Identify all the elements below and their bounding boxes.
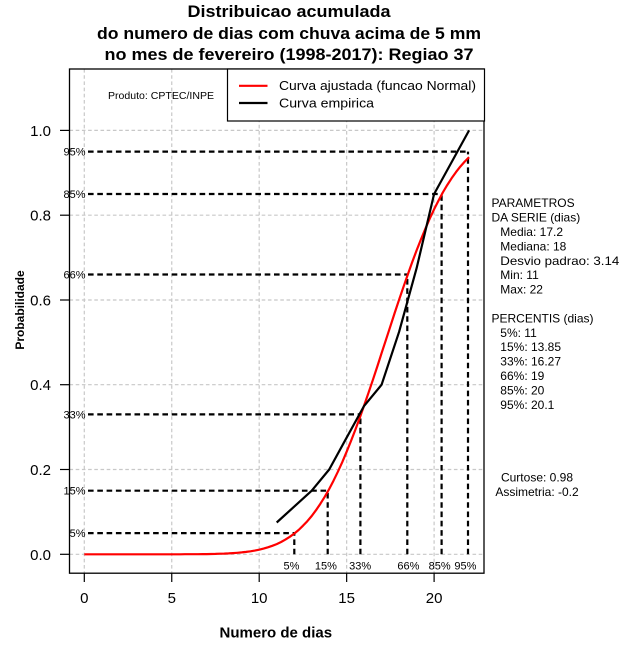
svg-text:66%: 66% [63,270,85,282]
svg-text:0.0: 0.0 [30,547,51,564]
svg-text:5%: 5% [284,561,300,573]
svg-text:20: 20 [426,590,443,607]
svg-text:Curtose: 0.98: Curtose: 0.98 [501,471,573,485]
svg-text:85%: 20: 85%: 20 [500,383,544,397]
svg-text:PERCENTIS (dias): PERCENTIS (dias) [492,311,594,325]
svg-text:Desvio padrao: 3.14: Desvio padrao: 3.14 [500,254,619,268]
svg-text:33%: 33% [349,561,371,573]
svg-text:PARAMETROS: PARAMETROS [492,196,575,210]
svg-text:1.0: 1.0 [30,123,51,140]
svg-text:5%: 11: 5%: 11 [500,326,537,340]
svg-text:Produto: CPTEC/INPE: Produto: CPTEC/INPE [108,90,214,102]
svg-text:95%: 95% [63,147,85,159]
svg-text:no mes de fevereiro (1998-2017: no mes de fevereiro (1998-2017): Regiao … [105,45,474,64]
svg-text:Numero de dias: Numero de dias [220,625,333,642]
svg-text:Assimetria: -0.2: Assimetria: -0.2 [495,485,579,499]
svg-text:0.2: 0.2 [30,462,51,479]
svg-text:10: 10 [251,590,268,607]
svg-text:33%: 16.27: 33%: 16.27 [500,355,561,369]
svg-text:15%: 13.85: 15%: 13.85 [500,340,561,354]
svg-text:15%: 15% [63,486,85,498]
svg-text:Probabilidade: Probabilidade [13,270,27,350]
svg-text:Mediana: 18: Mediana: 18 [500,239,566,253]
svg-text:0.6: 0.6 [30,293,51,310]
svg-text:15: 15 [338,590,355,607]
svg-text:Min: 11: Min: 11 [500,268,539,282]
svg-text:Max: 22: Max: 22 [500,283,543,297]
svg-text:15%: 15% [315,561,337,573]
svg-text:5: 5 [168,590,176,607]
svg-text:66%: 66% [397,561,419,573]
svg-text:33%: 33% [63,409,85,421]
svg-text:DA SERIE (dias): DA SERIE (dias) [492,211,581,225]
svg-text:Curva ajustada (funcao Normal): Curva ajustada (funcao Normal) [279,78,476,93]
svg-text:Distribuicao acumulada: Distribuicao acumulada [188,2,392,21]
svg-text:0.4: 0.4 [30,377,51,394]
svg-text:95%: 20.1: 95%: 20.1 [500,398,554,412]
svg-text:do numero de dias com chuva ac: do numero de dias com chuva acima de 5 m… [97,24,481,43]
svg-text:5%: 5% [70,528,86,540]
svg-text:0: 0 [80,590,88,607]
svg-text:85%: 85% [429,561,451,573]
svg-text:66%: 19: 66%: 19 [500,369,544,383]
svg-text:95%: 95% [454,561,476,573]
svg-text:Media: 17.2: Media: 17.2 [500,225,563,239]
svg-text:Curva empirica: Curva empirica [279,95,375,110]
svg-text:85%: 85% [63,189,85,201]
svg-text:0.8: 0.8 [30,208,51,225]
